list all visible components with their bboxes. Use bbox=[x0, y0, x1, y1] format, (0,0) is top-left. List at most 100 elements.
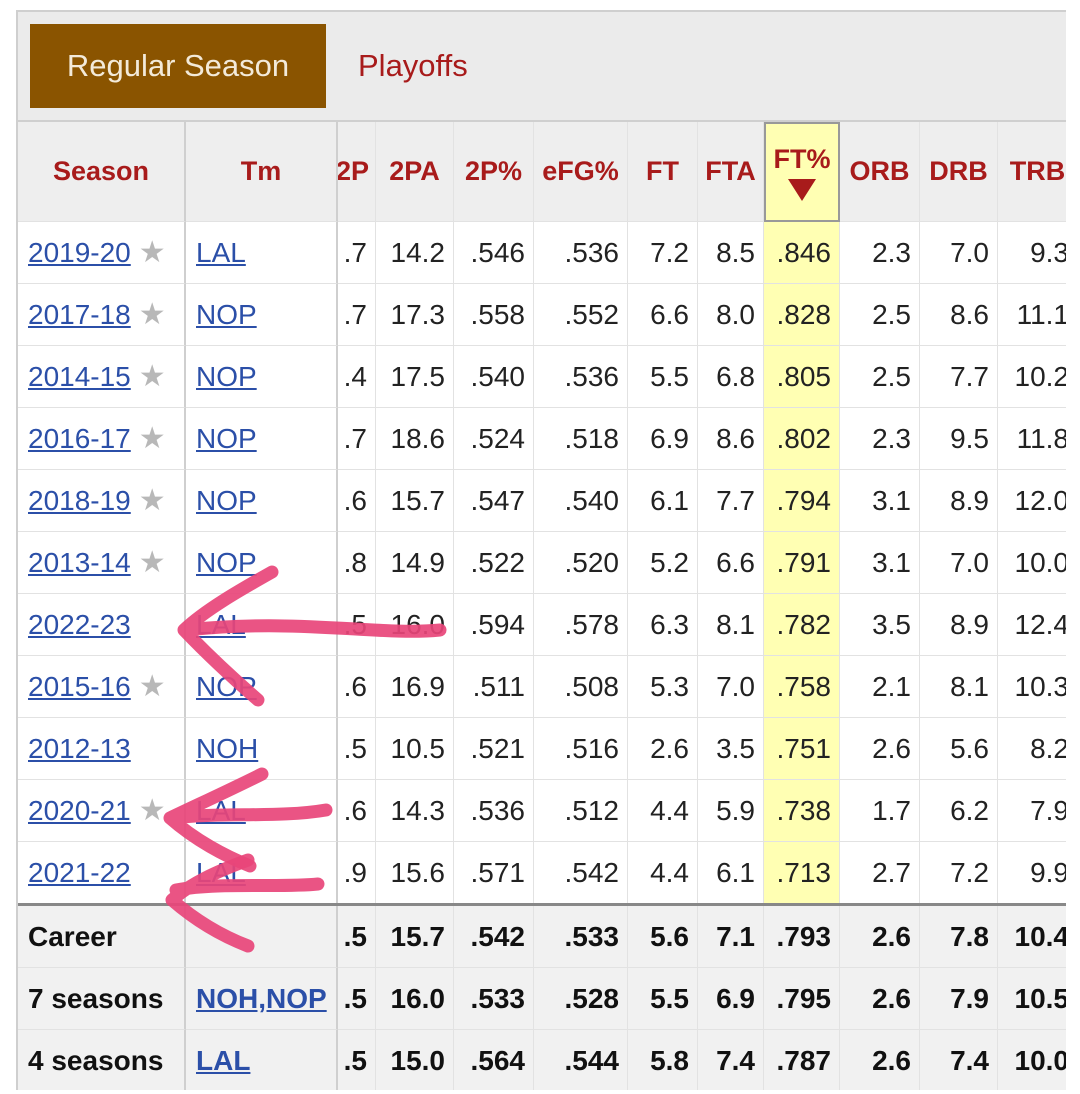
season-link[interactable]: 2012-13 bbox=[28, 732, 131, 764]
cell-season: 4 seasons bbox=[18, 1030, 186, 1090]
header-season[interactable]: Season bbox=[18, 122, 186, 222]
value-drb: 7.0 bbox=[950, 546, 989, 578]
value-fta: 6.9 bbox=[716, 982, 755, 1014]
table-row: 2017-18 ★ NOP .7 17.3 .558 .552 6.6 8.0 .828 2.5 8.… bbox=[18, 284, 1066, 346]
value-fta: 6.1 bbox=[716, 856, 755, 888]
header-trb[interactable]: TRB bbox=[998, 122, 1066, 222]
team-link[interactable]: NOH,NOP bbox=[196, 982, 327, 1014]
team-link[interactable]: LAL bbox=[196, 856, 246, 888]
value-orb: 1.7 bbox=[872, 794, 911, 826]
totals-row: Career .5 15.7 .542 .533 5.6 7.1 .793 2.6 7.8 10.4 bbox=[18, 906, 1066, 968]
totals-label: 4 seasons bbox=[28, 1044, 164, 1076]
cell-trb: 9.9 bbox=[998, 842, 1066, 904]
team-link[interactable]: NOP bbox=[196, 546, 257, 578]
header-fta[interactable]: FTA bbox=[698, 122, 764, 222]
header-label: TRB bbox=[1009, 156, 1066, 186]
cell-orb: 3.5 bbox=[840, 594, 920, 656]
value-efg-pct: .552 bbox=[564, 298, 620, 330]
cell-2pa: 14.3 bbox=[376, 780, 454, 842]
season-link[interactable]: 2015-16 bbox=[28, 670, 131, 702]
value-ft-pct: .751 bbox=[776, 732, 832, 764]
team-link[interactable]: NOP bbox=[196, 484, 257, 516]
table-row: 2015-16 ★ NOP .6 16.9 .511 .508 5.3 7.0 .758 2.1 8.… bbox=[18, 656, 1066, 718]
season-link[interactable]: 2017-18 bbox=[28, 298, 131, 330]
cell-efg-pct: .508 bbox=[534, 656, 628, 718]
all-star-icon: ★ bbox=[138, 484, 166, 517]
value-2p: .6 bbox=[343, 484, 367, 516]
cell-2p-pct: .546 bbox=[454, 222, 534, 284]
header-ft[interactable]: FT bbox=[628, 122, 698, 222]
cell-efg-pct: .540 bbox=[534, 470, 628, 532]
all-star-icon: ★ bbox=[138, 794, 166, 827]
value-2p: .7 bbox=[343, 298, 367, 330]
header-2pa[interactable]: 2PA bbox=[376, 122, 454, 222]
season-link[interactable]: 2022-23 bbox=[28, 608, 131, 640]
value-2pa: 15.7 bbox=[390, 920, 446, 952]
header-2p-pct[interactable]: 2P% bbox=[454, 122, 534, 222]
value-2p-pct: .524 bbox=[470, 422, 526, 454]
totals-label: Career bbox=[28, 920, 117, 952]
value-2p-pct: .522 bbox=[470, 546, 526, 578]
value-drb: 9.5 bbox=[950, 422, 989, 454]
cell-efg-pct: .542 bbox=[534, 842, 628, 904]
header-team[interactable]: Tm bbox=[186, 122, 338, 222]
stats-table-frame: Regular Season Playoffs Season Tm 2P 2PA 2P%… bbox=[16, 10, 1066, 1090]
team-link[interactable]: NOP bbox=[196, 670, 257, 702]
cell-2p: .6 bbox=[338, 470, 376, 532]
cell-2p-pct: .547 bbox=[454, 470, 534, 532]
value-orb: 3.1 bbox=[872, 546, 911, 578]
season-link[interactable]: 2016-17 bbox=[28, 422, 131, 454]
cell-orb: 2.6 bbox=[840, 906, 920, 968]
header-efg-pct[interactable]: eFG% bbox=[534, 122, 628, 222]
header-ft-pct[interactable]: FT% bbox=[764, 122, 840, 222]
team-link[interactable]: LAL bbox=[196, 608, 246, 640]
cell-2p: .7 bbox=[338, 284, 376, 346]
team-link[interactable]: LAL bbox=[196, 1044, 251, 1076]
cell-2p: .5 bbox=[338, 906, 376, 968]
cell-ft-pct: .751 bbox=[764, 718, 840, 780]
team-link[interactable]: NOH bbox=[196, 732, 259, 764]
cell-2p: .5 bbox=[338, 1030, 376, 1090]
season-link[interactable]: 2013-14 bbox=[28, 546, 131, 578]
value-ft-pct: .758 bbox=[776, 670, 832, 702]
season-link[interactable]: 2018-19 bbox=[28, 484, 131, 516]
value-ft-pct: .805 bbox=[776, 360, 832, 392]
cell-2p: .4 bbox=[338, 346, 376, 408]
totals-label: 7 seasons bbox=[28, 982, 164, 1014]
tab-playoffs[interactable]: Playoffs bbox=[358, 48, 468, 83]
cell-2p: .6 bbox=[338, 780, 376, 842]
value-fta: 8.0 bbox=[716, 298, 755, 330]
team-link[interactable]: NOP bbox=[196, 360, 257, 392]
team-link[interactable]: LAL bbox=[196, 236, 246, 268]
cell-2p-pct: .564 bbox=[454, 1030, 534, 1090]
header-2p[interactable]: 2P bbox=[338, 122, 376, 222]
value-orb: 2.3 bbox=[872, 236, 911, 268]
value-ft-pct: .738 bbox=[776, 794, 832, 826]
value-drb: 7.9 bbox=[950, 982, 989, 1014]
value-efg-pct: .542 bbox=[564, 856, 620, 888]
cell-trb: 10.4 bbox=[998, 906, 1066, 968]
value-drb: 8.6 bbox=[950, 298, 989, 330]
team-link[interactable]: NOP bbox=[196, 298, 257, 330]
value-efg-pct: .536 bbox=[564, 236, 620, 268]
cell-2pa: 15.7 bbox=[376, 470, 454, 532]
cell-drb: 7.2 bbox=[920, 842, 998, 904]
value-orb: 2.6 bbox=[872, 1044, 911, 1076]
tab-bar: Regular Season Playoffs bbox=[18, 12, 1066, 122]
header-orb[interactable]: ORB bbox=[840, 122, 920, 222]
team-link[interactable]: LAL bbox=[196, 794, 246, 826]
season-link[interactable]: 2020-21 bbox=[28, 794, 131, 826]
tab-regular-season[interactable]: Regular Season bbox=[30, 24, 326, 108]
cell-drb: 7.4 bbox=[920, 1030, 998, 1090]
season-link[interactable]: 2019-20 bbox=[28, 236, 131, 268]
all-star-icon: ★ bbox=[138, 422, 166, 455]
cell-fta: 8.1 bbox=[698, 594, 764, 656]
team-link[interactable]: NOP bbox=[196, 422, 257, 454]
season-link[interactable]: 2021-22 bbox=[28, 856, 131, 888]
cell-drb: 5.6 bbox=[920, 718, 998, 780]
cell-2p: .5 bbox=[338, 968, 376, 1030]
cell-trb: 12.0 bbox=[998, 470, 1066, 532]
header-drb[interactable]: DRB bbox=[920, 122, 998, 222]
season-link[interactable]: 2014-15 bbox=[28, 360, 131, 392]
cell-trb: 9.3 bbox=[998, 222, 1066, 284]
